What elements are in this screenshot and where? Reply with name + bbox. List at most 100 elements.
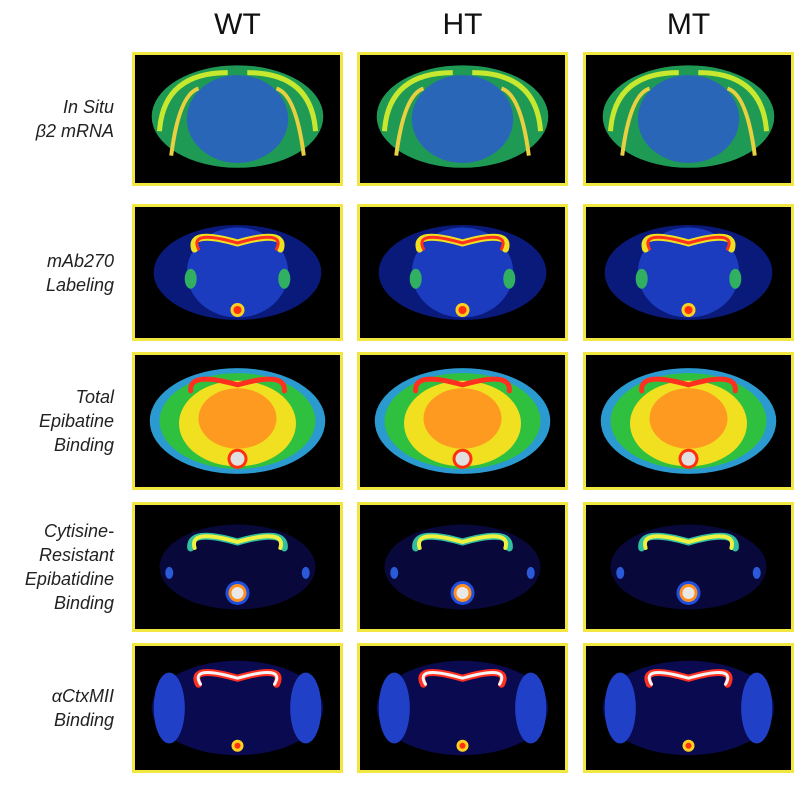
arc <box>647 671 730 686</box>
cortex <box>275 86 306 156</box>
brain-section <box>376 660 549 756</box>
brain-section <box>602 660 775 756</box>
brain-section <box>374 368 551 474</box>
cortex <box>382 70 453 132</box>
tissue <box>186 75 289 163</box>
cortex <box>620 86 651 156</box>
tissue <box>635 268 648 289</box>
row-label: Cytisine- Resistant Epibatidine Binding <box>0 519 114 615</box>
panel <box>357 502 568 632</box>
brain-section <box>159 524 316 610</box>
brain-section <box>149 368 326 474</box>
arc <box>639 376 738 394</box>
arc <box>420 235 505 251</box>
cortex <box>726 86 757 156</box>
panel <box>583 52 794 186</box>
brain-section <box>604 225 773 320</box>
tissue <box>376 660 549 756</box>
tissue <box>301 566 310 579</box>
arc <box>196 671 279 686</box>
row-label-line: mAb270 <box>46 250 114 271</box>
arc <box>646 235 731 251</box>
arc <box>188 376 287 394</box>
tissue <box>610 524 767 610</box>
tissue <box>159 524 316 610</box>
panel <box>357 52 568 186</box>
row-label-line: Cytisine- <box>43 521 114 541</box>
row-label: Total Epibatine Binding <box>0 385 114 457</box>
brain-section <box>376 65 549 168</box>
tissue <box>384 524 541 610</box>
tissue <box>649 388 728 449</box>
cortex <box>472 70 543 132</box>
panel <box>583 352 794 490</box>
cortex <box>608 70 679 132</box>
tissue <box>423 388 502 449</box>
row-label-line: Labeling <box>45 274 114 295</box>
tissue <box>602 660 775 756</box>
tissue <box>165 566 174 579</box>
arc <box>421 671 504 686</box>
column-header: WT <box>214 8 261 41</box>
tissue <box>503 268 516 289</box>
row-label-line: β2 mRNA <box>35 121 114 141</box>
tissue <box>752 566 761 579</box>
spot <box>234 742 241 749</box>
cortex <box>247 70 318 132</box>
tissue <box>153 672 185 744</box>
spot <box>456 586 469 599</box>
row-label-line: In Situ <box>62 97 114 117</box>
cortex <box>394 86 425 156</box>
panel <box>357 352 568 490</box>
brain-section <box>151 65 324 168</box>
panel <box>357 643 568 773</box>
cortex <box>500 86 531 156</box>
column-header: HT <box>442 8 483 41</box>
row-label: mAb270 Labeling <box>0 249 114 297</box>
panel <box>132 502 343 632</box>
tissue <box>378 672 410 744</box>
panel <box>132 204 343 341</box>
panel <box>132 52 343 186</box>
tissue <box>290 672 322 744</box>
row-label-line: Binding <box>53 710 114 730</box>
row-label-line: Binding <box>53 435 114 455</box>
spot <box>233 306 242 314</box>
spot <box>681 451 696 466</box>
brain-section <box>153 225 322 320</box>
arc <box>192 534 283 550</box>
cortex <box>698 70 769 132</box>
row-label-line: αCtxMII <box>51 686 114 706</box>
tissue <box>409 268 422 289</box>
spot <box>682 586 695 599</box>
panel <box>132 643 343 773</box>
spot <box>458 306 467 314</box>
panel <box>357 204 568 341</box>
row-label: αCtxMII Binding <box>0 684 114 732</box>
arc <box>195 235 280 251</box>
panel <box>132 352 343 490</box>
brain-section <box>610 524 767 610</box>
tissue <box>741 672 773 744</box>
spot <box>459 742 466 749</box>
arc <box>413 376 512 394</box>
spot <box>231 586 244 599</box>
spot <box>684 306 693 314</box>
row-label-line: Resistant <box>38 545 114 565</box>
panel <box>583 502 794 632</box>
tissue <box>184 268 197 289</box>
arc <box>643 534 734 550</box>
spot <box>685 742 692 749</box>
panel <box>583 643 794 773</box>
brain-section <box>378 225 547 320</box>
tissue <box>729 268 742 289</box>
tissue <box>151 660 324 756</box>
brain-section <box>602 65 775 168</box>
row-label: In Situ β2 mRNA <box>0 95 114 143</box>
spot <box>230 451 245 466</box>
tissue <box>515 672 547 744</box>
tissue <box>390 566 399 579</box>
cortex <box>169 86 200 156</box>
tissue <box>637 227 740 318</box>
